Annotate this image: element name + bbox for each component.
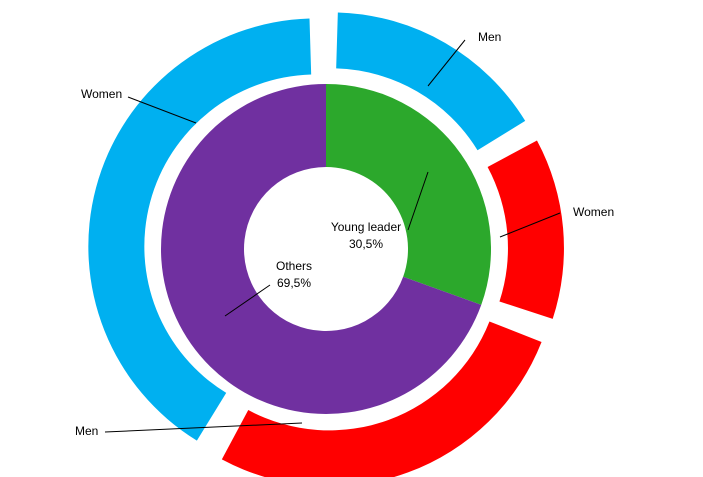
leader-line — [407, 171, 429, 231]
segment-value-label: 30,5% — [349, 237, 383, 251]
segment-label: Women — [573, 205, 614, 219]
segment-label: Men — [478, 30, 501, 44]
ring-segment — [88, 18, 312, 441]
segment-label: Women — [81, 87, 122, 101]
leader-line — [127, 96, 197, 124]
segment-value-label: 69,5% — [277, 276, 311, 290]
leader-line — [427, 39, 466, 87]
segment-label: Others — [276, 259, 312, 273]
leader-line — [499, 212, 561, 238]
ring-segment — [161, 84, 482, 415]
ring-segment — [487, 140, 564, 319]
ring-segment — [221, 321, 542, 477]
ring-segment — [336, 12, 526, 151]
leader-line — [104, 422, 303, 433]
leader-line — [224, 284, 271, 317]
ring-segment — [326, 84, 491, 305]
segment-label: Men — [75, 424, 98, 438]
segment-label: Young leader — [331, 220, 401, 234]
